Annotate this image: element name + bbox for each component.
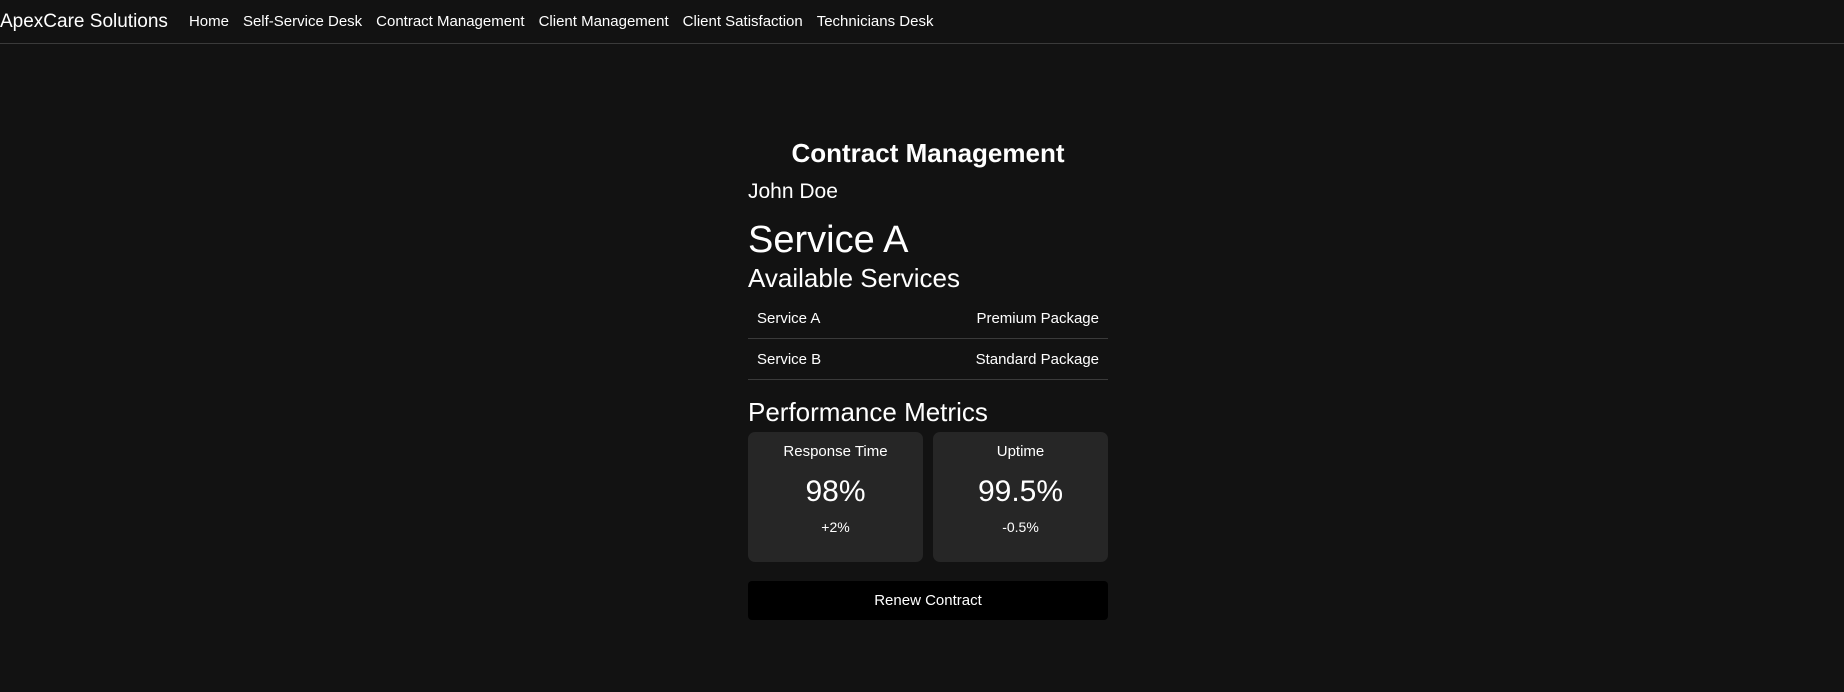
nav-link[interactable]: Technicians Desk <box>816 13 934 30</box>
service-name: Service B <box>748 338 881 380</box>
current-service: Service A <box>748 219 909 261</box>
nav-link[interactable]: Home <box>188 13 229 30</box>
brand[interactable]: ApexCare Solutions <box>0 10 168 32</box>
section-heading: Performance Metrics <box>748 397 988 427</box>
service-package: Premium Package <box>880 298 1108 339</box>
nav-link[interactable]: Client Management <box>538 13 669 30</box>
renew-button[interactable]: Renew Contract <box>748 581 1108 620</box>
service-package: Standard Package <box>880 338 1108 380</box>
metric-card: Uptime 99.5% -0.5% <box>933 432 1108 562</box>
metric-value: 98% <box>805 475 866 508</box>
metrics: Response Time 98% +2% Uptime 99.5% -0.5% <box>748 432 1108 562</box>
contract-panel: Contract Management John Doe Service A A… <box>748 136 1108 620</box>
nav-link[interactable]: Client Satisfaction <box>682 13 803 30</box>
metric-label: Uptime <box>996 443 1045 460</box>
metric-change: +2% <box>821 519 850 535</box>
metric-label: Response Time <box>783 443 888 460</box>
client-name: John Doe <box>748 180 838 203</box>
navbar: ApexCare Solutions Home Self-Service Des… <box>0 0 1844 44</box>
metric-card: Response Time 98% +2% <box>748 432 923 562</box>
service-name: Service A <box>748 298 881 339</box>
metric-change: -0.5% <box>1002 519 1039 535</box>
page-title: Contract Management <box>791 138 1065 168</box>
metric-value: 99.5% <box>977 475 1064 508</box>
service-row: Service A Premium Package <box>748 298 1108 339</box>
section-heading: Available Services <box>748 263 960 293</box>
services-table: Service A Premium Package Service B Stan… <box>748 298 1108 380</box>
nav-link[interactable]: Contract Management <box>376 13 525 30</box>
nav-link[interactable]: Self-Service Desk <box>242 13 363 30</box>
service-row: Service B Standard Package <box>748 338 1108 380</box>
